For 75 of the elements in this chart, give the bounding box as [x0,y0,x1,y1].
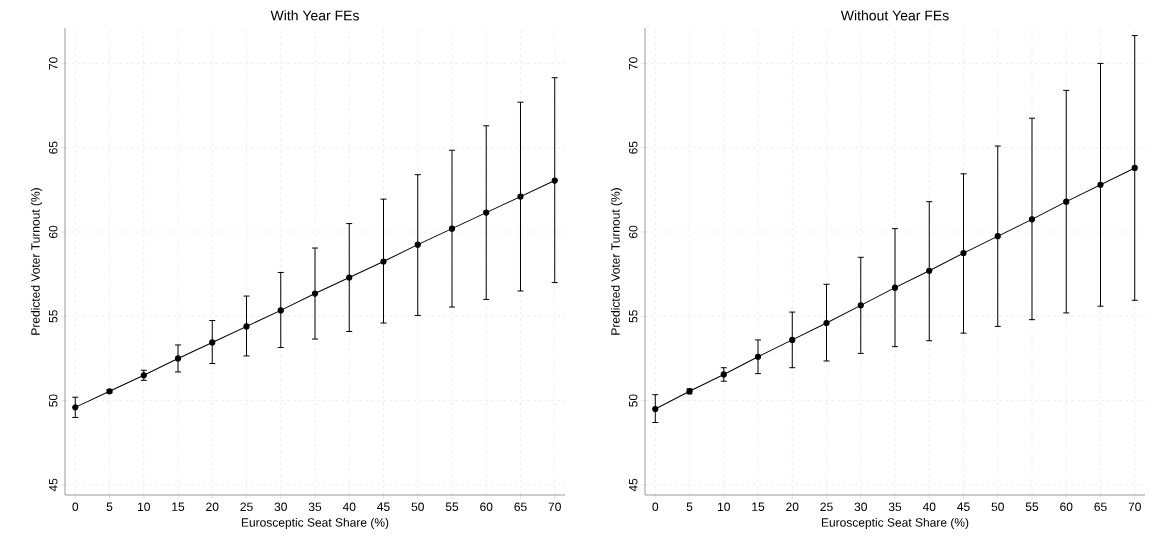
x-tick-label: 25 [820,502,833,512]
x-axis-title: Eurosceptic Seat Share (%) [241,517,389,530]
y-tick-label: 55 [629,310,638,323]
y-tick-label: 50 [628,394,638,407]
x-tick-label: 70 [548,502,561,512]
y-tick-label: 65 [48,141,58,154]
point [174,355,182,362]
point [720,371,727,378]
x-tick-label: 65 [1094,502,1107,512]
point [243,323,250,330]
point [1097,181,1104,188]
x-tick-label: 15 [172,502,185,511]
point [789,336,796,343]
point [517,193,524,200]
x-tick-label: 35 [308,502,322,512]
chart-title: With Year FEs [270,10,359,21]
x-tick-label: 45 [377,502,390,511]
point [551,177,558,184]
x-tick-label: 30 [854,502,867,512]
x-tick-label: 5 [686,502,693,511]
x-tick-label: 60 [1060,502,1073,512]
point [311,290,319,297]
point [209,339,216,346]
point [380,258,387,265]
point [483,209,490,216]
y-axis-title: Predicted Voter Turnout (%) [610,188,623,335]
point [994,233,1001,240]
chart-title: Without Year FEs [840,10,949,21]
x-tick-label: 25 [240,502,253,512]
x-tick-label: 50 [411,502,424,512]
point [277,307,284,314]
y-axis-title: Predicted Voter Turnout (%) [30,188,43,335]
point [823,319,830,327]
x-tick-label: 65 [514,502,527,512]
y-tick-label: 65 [628,141,638,154]
y-tick-label: 60 [48,225,58,239]
x-tick-label: 20 [786,502,799,512]
x-tick-label: 5 [106,502,113,511]
x-tick-label: 0 [72,502,79,512]
y-tick-label: 55 [49,310,58,323]
x-tick-label: 40 [342,502,356,512]
y-tick-label: 70 [48,57,58,70]
x-tick-label: 0 [652,502,659,512]
x-tick-label: 10 [138,502,150,512]
point [448,225,456,232]
point [857,302,864,309]
x-tick-label: 40 [922,502,936,512]
y-tick-label: 60 [628,225,638,239]
x-tick-label: 50 [991,502,1004,512]
point [652,405,659,413]
x-tick-label: 20 [206,502,219,512]
y-tick-label: 45 [49,478,58,492]
point [346,274,353,281]
x-axis-title: Eurosceptic Seat Share (%) [821,517,969,530]
y-tick-label: 50 [48,394,58,407]
point [891,284,899,291]
x-tick-label: 45 [957,502,970,511]
point [754,353,762,360]
point [1028,216,1036,223]
point [960,249,967,257]
point [1063,198,1070,205]
x-tick-label: 55 [1025,502,1039,511]
x-tick-label: 70 [1128,502,1141,512]
x-tick-label: 55 [445,502,459,511]
point [72,404,79,411]
x-tick-label: 35 [888,502,902,512]
x-tick-label: 30 [274,502,287,512]
x-tick-label: 15 [752,502,765,511]
point [926,267,933,274]
x-tick-label: 10 [718,502,730,512]
point [1131,164,1138,172]
y-tick-label: 70 [628,57,638,70]
x-tick-label: 60 [480,502,493,512]
point [414,241,421,248]
y-tick-label: 45 [629,478,638,492]
